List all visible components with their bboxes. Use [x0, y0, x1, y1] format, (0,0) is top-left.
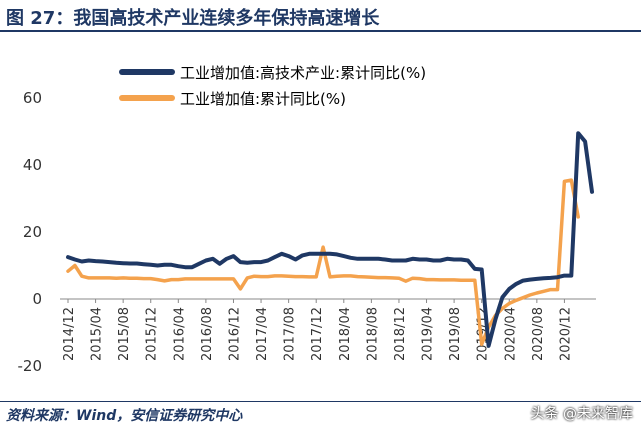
x-tick-label: 2017/04	[255, 307, 270, 361]
x-tick-label: 2020/04	[503, 307, 518, 361]
legend-label-series-2: 工业增加值:累计同比(%)	[180, 90, 346, 108]
chart-title: 图 27：我国高技术产业连续多年保持高速增长	[6, 8, 380, 29]
x-axis: 2014/12 2015/04 2015/08 2015/12 2016/04 2016/…	[60, 298, 596, 361]
y-tick-label: 20	[23, 223, 42, 241]
legend: 工业增加值:高技术产业:累计同比(%) 工业增加值:累计同比(%)	[119, 64, 426, 108]
title-bar: 图 27：我国高技术产业连续多年保持高速增长	[0, 0, 641, 32]
x-tick-label: 2017/08	[283, 307, 298, 361]
x-tick-label: 2016/04	[172, 307, 187, 361]
plot-lines	[66, 131, 594, 348]
x-tick-label: 2020/08	[531, 307, 546, 361]
x-tick-label: 2019/04	[421, 307, 436, 361]
x-tick-label: 2018/04	[338, 307, 353, 361]
x-tick-label: 2019/08	[448, 307, 463, 361]
series-line-high-tech	[66, 131, 594, 348]
x-tick-label: 2018/08	[365, 307, 380, 361]
x-tick-label: 2018/12	[393, 307, 408, 361]
x-tick-label: 2014/12	[62, 307, 77, 361]
source-note: 资料来源：Wind，安信证券研究中心	[6, 408, 243, 424]
y-tick-label: 40	[23, 156, 42, 174]
y-tick-label: 60	[23, 89, 42, 107]
y-tick-label: -20	[18, 357, 43, 375]
y-tick-label: 0	[32, 290, 42, 308]
footer-divider	[0, 401, 641, 402]
line-chart: 工业增加值:高技术产业:累计同比(%) 工业增加值:累计同比(%) -20 0 20…	[18, 64, 596, 375]
series-line-industry	[66, 178, 580, 346]
x-tick-label: 2016/12	[227, 307, 242, 361]
x-tick-label: 2020/12	[558, 307, 573, 361]
x-tick-label: 2015/08	[117, 307, 132, 361]
watermark: 头条 @未来智库	[530, 406, 633, 422]
x-tick-label: 2017/12	[310, 307, 325, 361]
x-tick-label: 2016/08	[200, 307, 215, 361]
x-tick-label: 2015/04	[90, 307, 105, 361]
y-axis: -20 0 20 40 60	[18, 89, 43, 375]
legend-label-series-1: 工业增加值:高技术产业:累计同比(%)	[180, 64, 426, 82]
x-tick-label: 2015/12	[145, 307, 160, 361]
